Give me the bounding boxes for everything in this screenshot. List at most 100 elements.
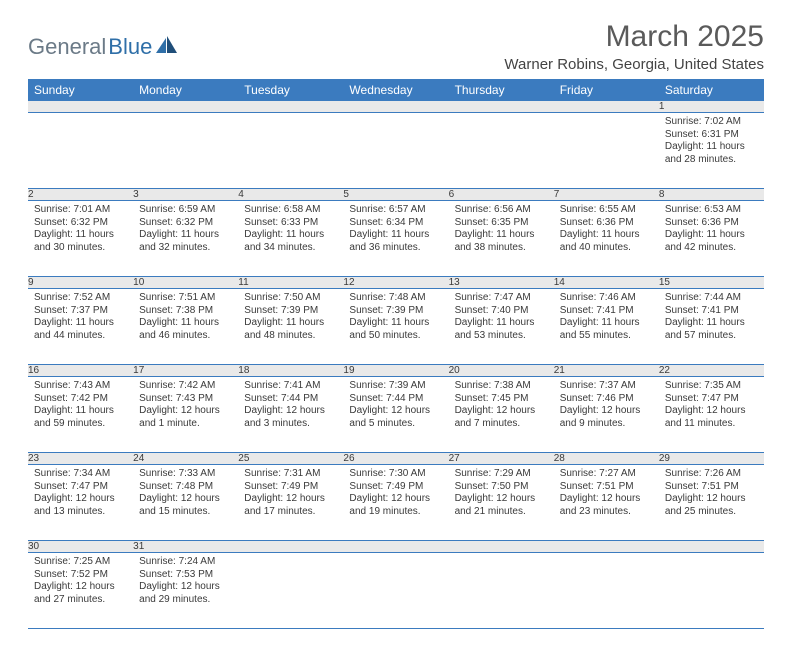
week-row: Sunrise: 7:02 AMSunset: 6:31 PMDaylight:…: [28, 113, 764, 189]
day-number-cell: 4: [238, 189, 343, 201]
day-number-row: 23242526272829: [28, 453, 764, 465]
day-number-cell: 26: [343, 453, 448, 465]
sunrise-text: Sunrise: 7:51 AM: [139, 292, 232, 305]
daylight-text-2: and 25 minutes.: [665, 506, 758, 519]
daylight-text-2: and 30 minutes.: [34, 242, 127, 255]
daylight-text-2: and 40 minutes.: [560, 242, 653, 255]
day-content: Sunrise: 6:56 AMSunset: 6:35 PMDaylight:…: [449, 201, 554, 258]
daylight-text-1: Daylight: 12 hours: [455, 405, 548, 418]
daylight-text-2: and 36 minutes.: [349, 242, 442, 255]
day-cell: Sunrise: 6:59 AMSunset: 6:32 PMDaylight:…: [133, 201, 238, 277]
day-cell: Sunrise: 7:48 AMSunset: 7:39 PMDaylight:…: [343, 289, 448, 365]
daylight-text-1: Daylight: 11 hours: [665, 141, 758, 154]
day-content: Sunrise: 7:02 AMSunset: 6:31 PMDaylight:…: [659, 113, 764, 170]
daylight-text-2: and 5 minutes.: [349, 418, 442, 431]
daylight-text-2: and 13 minutes.: [34, 506, 127, 519]
sunset-text: Sunset: 7:49 PM: [349, 481, 442, 494]
sunrise-text: Sunrise: 7:34 AM: [34, 468, 127, 481]
daylight-text-1: Daylight: 11 hours: [34, 317, 127, 330]
daylight-text-1: Daylight: 11 hours: [665, 229, 758, 242]
day-number-cell: 24: [133, 453, 238, 465]
day-number-cell: [449, 101, 554, 113]
day-cell: Sunrise: 7:44 AMSunset: 7:41 PMDaylight:…: [659, 289, 764, 365]
month-title: March 2025: [504, 20, 764, 54]
day-content: Sunrise: 7:25 AMSunset: 7:52 PMDaylight:…: [28, 553, 133, 610]
daylight-text-1: Daylight: 11 hours: [665, 317, 758, 330]
sunset-text: Sunset: 7:53 PM: [139, 569, 232, 582]
daylight-text-1: Daylight: 12 hours: [244, 493, 337, 506]
day-cell: Sunrise: 7:42 AMSunset: 7:43 PMDaylight:…: [133, 377, 238, 453]
sunset-text: Sunset: 7:40 PM: [455, 305, 548, 318]
sunset-text: Sunset: 7:47 PM: [665, 393, 758, 406]
day-number-cell: 12: [343, 277, 448, 289]
daylight-text-2: and 19 minutes.: [349, 506, 442, 519]
day-cell: Sunrise: 7:51 AMSunset: 7:38 PMDaylight:…: [133, 289, 238, 365]
day-cell: [238, 113, 343, 189]
day-number-cell: [343, 101, 448, 113]
weekday-header: Friday: [554, 79, 659, 101]
sunset-text: Sunset: 7:52 PM: [34, 569, 127, 582]
sunset-text: Sunset: 6:33 PM: [244, 217, 337, 230]
day-content: Sunrise: 6:57 AMSunset: 6:34 PMDaylight:…: [343, 201, 448, 258]
day-number-cell: 29: [659, 453, 764, 465]
day-number-cell: 7: [554, 189, 659, 201]
weekday-header: Thursday: [449, 79, 554, 101]
day-number-cell: [28, 101, 133, 113]
sunset-text: Sunset: 7:47 PM: [34, 481, 127, 494]
day-cell: Sunrise: 7:29 AMSunset: 7:50 PMDaylight:…: [449, 465, 554, 541]
sunset-text: Sunset: 7:44 PM: [244, 393, 337, 406]
day-cell: Sunrise: 7:26 AMSunset: 7:51 PMDaylight:…: [659, 465, 764, 541]
day-number-row: 2345678: [28, 189, 764, 201]
sunset-text: Sunset: 7:38 PM: [139, 305, 232, 318]
daylight-text-1: Daylight: 12 hours: [665, 493, 758, 506]
day-number-cell: 10: [133, 277, 238, 289]
daylight-text-1: Daylight: 12 hours: [139, 581, 232, 594]
day-number-row: 9101112131415: [28, 277, 764, 289]
sunrise-text: Sunrise: 7:47 AM: [455, 292, 548, 305]
day-number-cell: [554, 101, 659, 113]
day-cell: [28, 113, 133, 189]
day-content: Sunrise: 7:51 AMSunset: 7:38 PMDaylight:…: [133, 289, 238, 346]
daylight-text-2: and 21 minutes.: [455, 506, 548, 519]
day-cell: Sunrise: 6:58 AMSunset: 6:33 PMDaylight:…: [238, 201, 343, 277]
day-content: Sunrise: 7:30 AMSunset: 7:49 PMDaylight:…: [343, 465, 448, 522]
day-cell: [449, 553, 554, 629]
day-number-cell: [238, 541, 343, 553]
day-cell: Sunrise: 7:02 AMSunset: 6:31 PMDaylight:…: [659, 113, 764, 189]
day-number-row: 1: [28, 101, 764, 113]
sunrise-text: Sunrise: 7:33 AM: [139, 468, 232, 481]
day-number-cell: 5: [343, 189, 448, 201]
day-cell: Sunrise: 6:53 AMSunset: 6:36 PMDaylight:…: [659, 201, 764, 277]
sunset-text: Sunset: 7:50 PM: [455, 481, 548, 494]
daylight-text-2: and 29 minutes.: [139, 594, 232, 607]
daylight-text-2: and 17 minutes.: [244, 506, 337, 519]
sunset-text: Sunset: 6:32 PM: [34, 217, 127, 230]
day-number-cell: 16: [28, 365, 133, 377]
calendar-table: Sunday Monday Tuesday Wednesday Thursday…: [28, 79, 764, 629]
day-content: Sunrise: 7:29 AMSunset: 7:50 PMDaylight:…: [449, 465, 554, 522]
day-content: Sunrise: 7:34 AMSunset: 7:47 PMDaylight:…: [28, 465, 133, 522]
sunset-text: Sunset: 7:39 PM: [244, 305, 337, 318]
daylight-text-2: and 3 minutes.: [244, 418, 337, 431]
day-number-cell: 21: [554, 365, 659, 377]
day-cell: Sunrise: 7:37 AMSunset: 7:46 PMDaylight:…: [554, 377, 659, 453]
sunrise-text: Sunrise: 6:56 AM: [455, 204, 548, 217]
day-cell: Sunrise: 7:35 AMSunset: 7:47 PMDaylight:…: [659, 377, 764, 453]
day-number-cell: 19: [343, 365, 448, 377]
day-cell: Sunrise: 6:57 AMSunset: 6:34 PMDaylight:…: [343, 201, 448, 277]
sunrise-text: Sunrise: 7:46 AM: [560, 292, 653, 305]
day-number-cell: 15: [659, 277, 764, 289]
sunrise-text: Sunrise: 7:02 AM: [665, 116, 758, 129]
daylight-text-1: Daylight: 12 hours: [244, 405, 337, 418]
day-cell: [133, 113, 238, 189]
daylight-text-2: and 23 minutes.: [560, 506, 653, 519]
day-content: Sunrise: 6:55 AMSunset: 6:36 PMDaylight:…: [554, 201, 659, 258]
day-number-cell: 9: [28, 277, 133, 289]
day-number-cell: [343, 541, 448, 553]
day-content: Sunrise: 7:48 AMSunset: 7:39 PMDaylight:…: [343, 289, 448, 346]
sail-icon: [156, 34, 178, 60]
day-number-cell: [133, 101, 238, 113]
day-content: Sunrise: 7:47 AMSunset: 7:40 PMDaylight:…: [449, 289, 554, 346]
sunrise-text: Sunrise: 7:52 AM: [34, 292, 127, 305]
sunrise-text: Sunrise: 7:01 AM: [34, 204, 127, 217]
